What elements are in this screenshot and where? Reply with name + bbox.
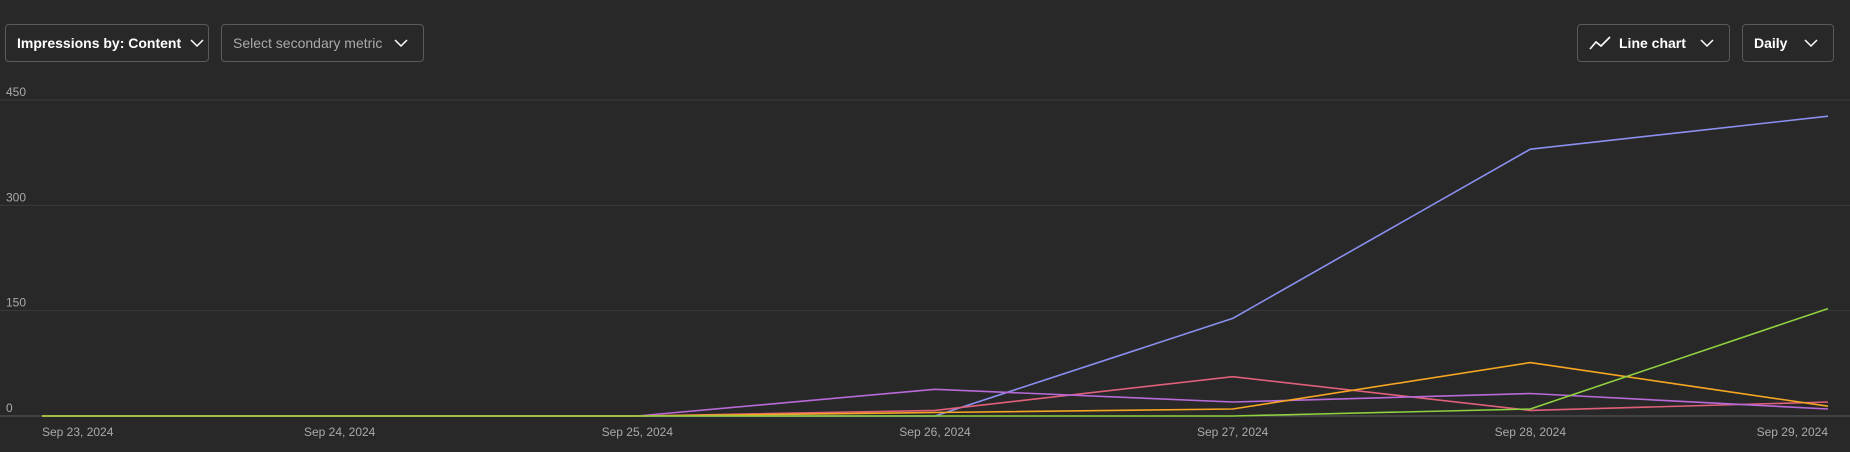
chart-toolbar: Impressions by: Content Select secondary…	[0, 0, 1850, 80]
secondary-metric-dropdown[interactable]: Select secondary metric	[221, 24, 424, 62]
secondary-metric-placeholder: Select secondary metric	[233, 35, 383, 51]
x-tick-label: Sep 27, 2024	[1197, 425, 1269, 439]
x-tick-label: Sep 24, 2024	[304, 425, 376, 439]
chart-grid: 0 150 300 450	[0, 85, 1850, 417]
x-tick-label: Sep 29, 2024	[1757, 425, 1829, 439]
series-line-1[interactable]	[42, 115, 1829, 417]
line-chart-icon	[1589, 35, 1611, 51]
primary-metric-label: Impressions by: Content	[17, 35, 182, 51]
y-tick-label: 300	[6, 190, 26, 204]
period-label: Daily	[1754, 35, 1788, 51]
chart-series	[41, 115, 1829, 417]
period-dropdown[interactable]: Daily	[1742, 24, 1834, 62]
chevron-down-icon	[189, 35, 205, 51]
primary-metric-dropdown[interactable]: Impressions by: Content	[5, 24, 209, 62]
chevron-down-icon	[393, 35, 409, 51]
y-tick-label: 0	[6, 401, 13, 415]
series-line-2[interactable]	[42, 375, 1829, 417]
chart-type-label: Line chart	[1619, 35, 1686, 51]
chart-type-dropdown[interactable]: Line chart	[1577, 24, 1730, 62]
chevron-down-icon	[1699, 35, 1715, 51]
x-tick-label: Sep 26, 2024	[899, 425, 971, 439]
x-tick-label: Sep 25, 2024	[602, 425, 674, 439]
series-line-5[interactable]	[42, 307, 1829, 417]
x-tick-label: Sep 28, 2024	[1495, 425, 1567, 439]
y-tick-label: 150	[6, 296, 26, 310]
x-axis: Sep 23, 2024 Sep 24, 2024 Sep 25, 2024 Sep …	[42, 425, 1828, 439]
y-tick-label: 450	[6, 85, 26, 99]
x-tick-label: Sep 23, 2024	[42, 425, 114, 439]
chevron-down-icon	[1803, 35, 1819, 51]
